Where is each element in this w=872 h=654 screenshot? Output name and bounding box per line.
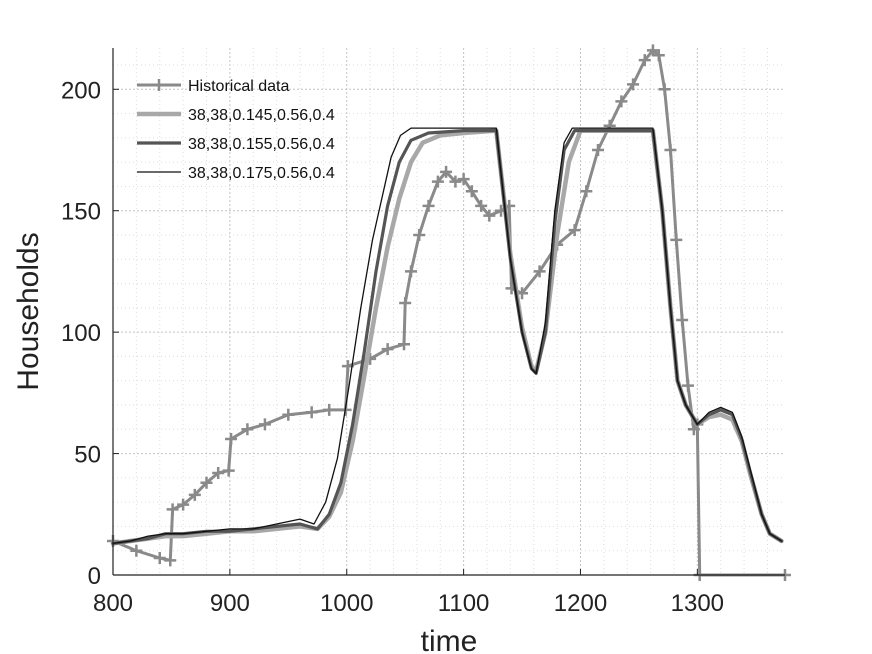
data-point-marker	[381, 343, 394, 356]
data-point-marker	[449, 175, 462, 188]
data-point-marker	[164, 554, 177, 567]
data-point-marker	[431, 175, 444, 188]
data-point-marker	[580, 185, 593, 198]
data-point-marker	[225, 433, 238, 445]
x-tick-label: 1300	[671, 590, 724, 617]
y-tick-label: 100	[61, 320, 101, 347]
x-tick-label: 800	[93, 590, 133, 617]
data-point-marker	[241, 423, 254, 436]
data-point-marker	[658, 83, 671, 96]
axes	[112, 48, 785, 576]
x-tick-label: 1100	[438, 590, 490, 617]
series-line-1	[111, 48, 787, 577]
x-tick-label: 1000	[320, 590, 373, 617]
tick-labels: 800 900 1000 1100 1200 1300 0 50 100 150 200	[61, 77, 724, 617]
x-tick-label: 900	[210, 590, 250, 617]
y-tick-label: 0	[88, 563, 101, 590]
y-tick-label: 50	[74, 442, 101, 469]
data-point-marker	[475, 199, 488, 212]
series-line-4	[112, 127, 783, 545]
y-axis-title: Households	[12, 232, 45, 390]
data-point-marker	[483, 209, 496, 222]
data-point-marker	[323, 403, 336, 416]
data-point-marker	[398, 338, 411, 351]
data-point-marker	[399, 297, 412, 309]
data-point-marker	[652, 49, 665, 62]
data-point-marker	[664, 144, 677, 156]
series-markers-1	[107, 44, 791, 581]
data-point-marker	[153, 552, 166, 564]
data-point-marker	[212, 467, 225, 479]
data-point-marker	[670, 233, 683, 246]
legend-label: 38,38,0.175,0.56,0.4	[188, 165, 335, 182]
legend: Historical data 38,38,0.145,0.56,0.4 38,38…	[137, 78, 335, 182]
data-point-marker	[130, 544, 143, 557]
data-point-marker	[465, 185, 478, 198]
data-point-marker	[200, 476, 213, 489]
data-point-marker	[188, 488, 201, 501]
data-point-marker	[413, 229, 426, 241]
legend-label: 38,38,0.155,0.56,0.4	[188, 136, 335, 153]
x-axis-title: time	[421, 625, 478, 654]
y-tick-label: 150	[61, 199, 101, 226]
series-line-3	[111, 129, 784, 545]
x-tick-label: 1200	[554, 590, 607, 617]
data-point-marker	[627, 78, 640, 91]
data-point-marker	[568, 224, 581, 237]
y-tick-label: 200	[61, 77, 101, 104]
data-point-marker	[177, 498, 190, 511]
legend-label: 38,38,0.145,0.56,0.4	[188, 107, 335, 124]
data-point-marker	[422, 199, 435, 212]
data-point-marker	[440, 165, 453, 178]
data-point-marker	[222, 464, 235, 477]
data-point-marker	[615, 95, 628, 108]
data-point-marker	[258, 418, 271, 431]
legend-marker	[153, 79, 165, 91]
data-point-marker	[457, 173, 470, 186]
data-point-marker	[681, 379, 694, 392]
data-point-marker	[638, 54, 651, 67]
data-point-marker	[166, 503, 179, 516]
data-point-marker	[533, 265, 546, 278]
data-point-marker	[305, 406, 318, 419]
data-point-marker	[592, 144, 605, 156]
data-point-marker	[405, 265, 418, 278]
series-layer	[107, 44, 791, 581]
legend-label: Historical data	[188, 78, 289, 95]
series-line-2	[110, 128, 784, 546]
data-point-marker	[676, 314, 689, 326]
data-point-marker	[282, 408, 295, 421]
grid-lines	[112, 48, 785, 576]
